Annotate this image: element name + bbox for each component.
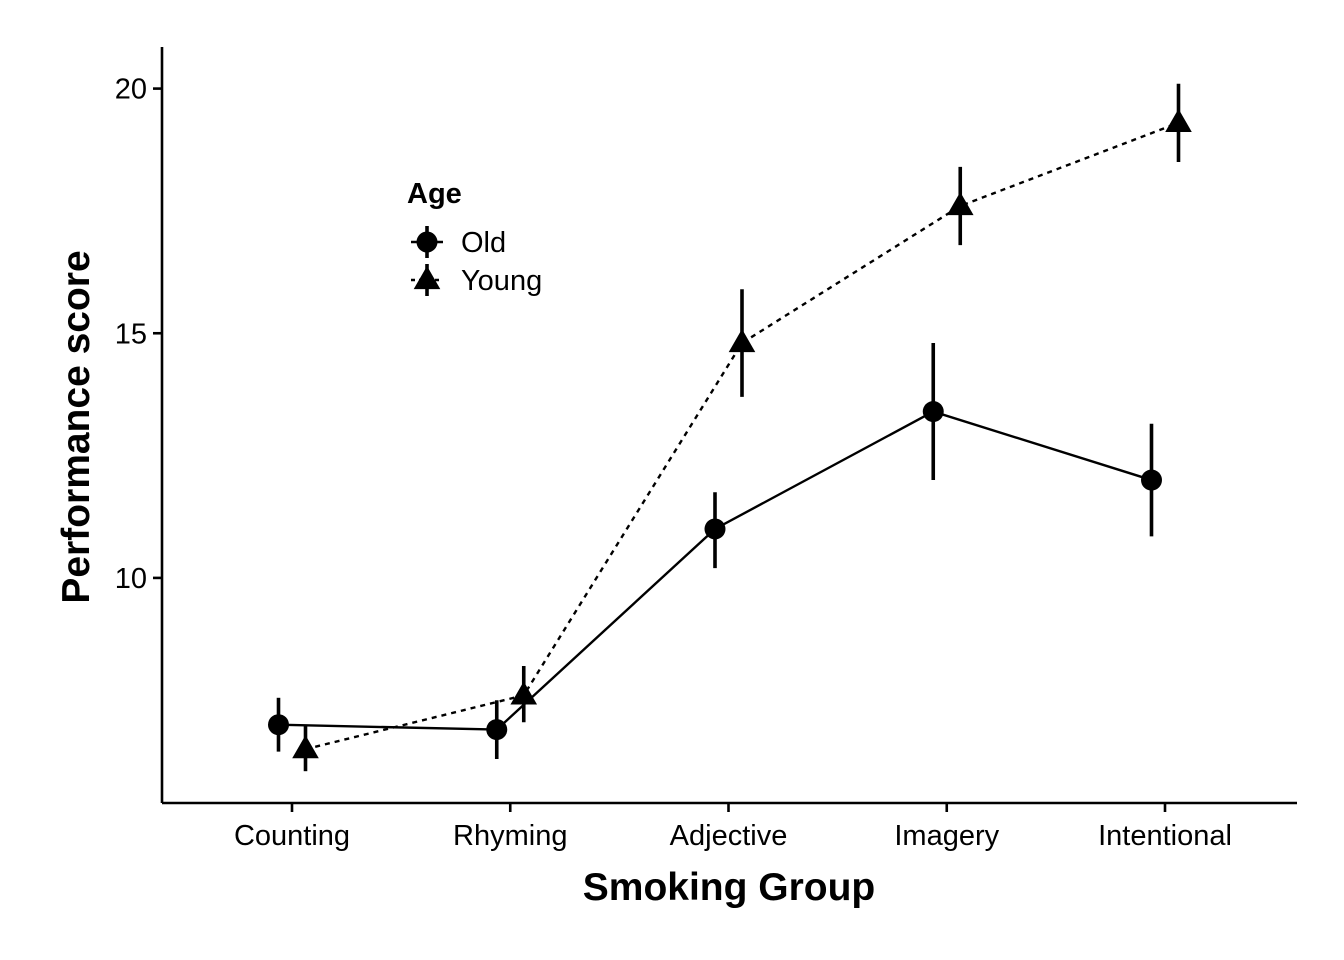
series-line bbox=[305, 121, 1179, 751]
series-old bbox=[268, 343, 1162, 759]
x-tick-label: Adjective bbox=[670, 820, 788, 852]
y-axis-title: Performance score bbox=[55, 250, 98, 603]
data-point bbox=[1165, 108, 1192, 132]
data-point bbox=[922, 401, 944, 423]
legend-item-young: Young bbox=[411, 264, 542, 297]
y-tick-label: 10 bbox=[115, 563, 147, 595]
legend: Age Old Young bbox=[407, 178, 542, 297]
data-point bbox=[728, 329, 756, 353]
data-point bbox=[486, 719, 508, 741]
legend-items: Old Young bbox=[411, 226, 542, 297]
data-point bbox=[510, 681, 538, 705]
data-point bbox=[268, 714, 289, 736]
y-tick-label: 20 bbox=[115, 74, 147, 106]
x-tick-label: Imagery bbox=[894, 820, 999, 852]
data-point bbox=[292, 735, 319, 759]
data-point bbox=[704, 518, 726, 540]
legend-title: Age bbox=[407, 178, 462, 210]
x-tick-label: Counting bbox=[234, 820, 350, 852]
x-axis-title: Smoking Group bbox=[583, 866, 876, 909]
series-line bbox=[278, 410, 1152, 731]
y-tick-label: 15 bbox=[115, 318, 147, 350]
x-ticks: Counting Rhyming Adjective Imagery Intention… bbox=[234, 803, 1232, 852]
axes bbox=[160, 47, 1297, 805]
y-ticks: 10 15 20 bbox=[115, 74, 162, 595]
series-young bbox=[292, 83, 1192, 772]
legend-key-marker bbox=[416, 231, 438, 253]
x-tick-label: Rhyming bbox=[453, 820, 567, 852]
x-tick-label: Intentional bbox=[1098, 820, 1232, 852]
legend-label: Old bbox=[461, 227, 506, 259]
data-point bbox=[1141, 469, 1162, 491]
plot-area bbox=[268, 83, 1192, 772]
legend-label: Young bbox=[461, 265, 542, 297]
legend-item-old: Old bbox=[411, 226, 506, 259]
data-point bbox=[946, 192, 974, 216]
legend-key-marker bbox=[413, 266, 441, 290]
